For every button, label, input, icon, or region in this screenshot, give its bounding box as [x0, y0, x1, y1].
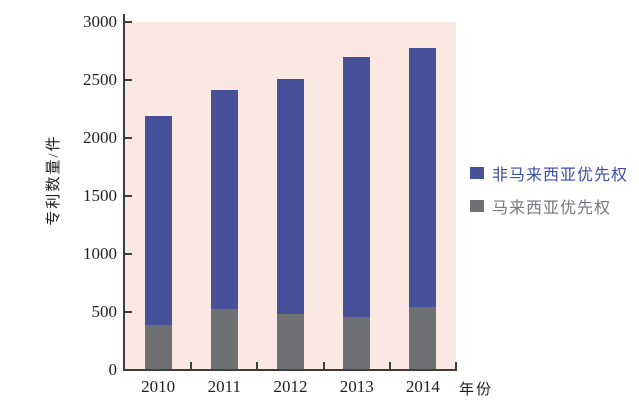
x-tick-2	[256, 362, 259, 369]
legend: 非马来西亚优先权 马来西亚优先权	[470, 161, 628, 227]
bar-2012-非马来西亚优先权	[277, 78, 304, 315]
y-tick-label-2000: 2000	[83, 128, 117, 147]
x-tick-label-2012: 2012	[273, 377, 308, 396]
bar-2012-马来西亚优先权	[277, 314, 304, 370]
legend-swatch-gray	[470, 200, 484, 212]
y-tick-label-1500: 1500	[83, 186, 117, 205]
bar-2014-马来西亚优先权	[409, 306, 437, 370]
y-tick-label-3000: 3000	[83, 12, 117, 31]
x-tick-1	[190, 362, 193, 369]
y-axis-line	[123, 14, 125, 371]
bar-2011-马来西亚优先权	[210, 308, 238, 370]
legend-item-malaysia-priority: 马来西亚优先权	[470, 194, 628, 218]
x-tick-label-2013: 2013	[339, 377, 374, 396]
x-tick-label-2011: 2011	[207, 377, 241, 396]
legend-swatch-blue	[470, 167, 484, 179]
x-tick-4	[388, 362, 391, 369]
x-tick-label-2010: 2010	[141, 377, 176, 396]
bar-2013-马来西亚优先权	[343, 316, 371, 370]
x-tick-3	[322, 362, 325, 369]
y-axis-title: 专利数量/件	[46, 134, 62, 226]
x-tick-label-2014: 2014	[405, 377, 440, 396]
y-tick-3000	[125, 21, 132, 23]
bar-2011-非马来西亚优先权	[210, 90, 238, 309]
x-axis-title: 年份	[459, 382, 494, 398]
y-tick-1500	[125, 195, 132, 197]
bar-2014-非马来西亚优先权	[409, 47, 437, 307]
y-tick-label-1000: 1000	[83, 244, 117, 263]
legend-label: 非马来西亚优先权	[492, 167, 629, 184]
legend-label: 马来西亚优先权	[492, 200, 612, 217]
y-tick-label-2500: 2500	[83, 70, 117, 89]
bar-2013-非马来西亚优先权	[343, 56, 371, 317]
y-tick-1000	[125, 253, 132, 255]
bar-2010-非马来西亚优先权	[144, 115, 172, 325]
y-tick-0	[125, 369, 132, 371]
y-tick-2500	[125, 79, 132, 81]
x-tick-5	[455, 362, 457, 369]
y-tick-label-0: 0	[108, 360, 118, 379]
x-axis-line	[123, 369, 457, 371]
y-tick-500	[125, 311, 132, 313]
y-tick-label-500: 500	[91, 302, 118, 321]
legend-item-non-malaysia-priority: 非马来西亚优先权	[470, 161, 628, 185]
y-tick-2000	[125, 137, 132, 139]
bar-2010-马来西亚优先权	[144, 324, 172, 370]
